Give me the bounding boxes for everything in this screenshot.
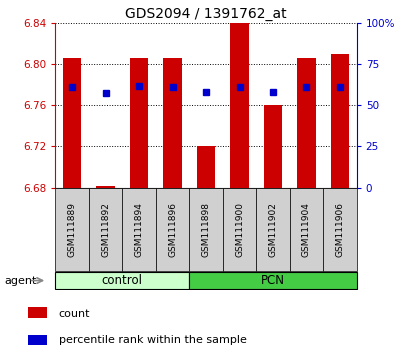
Bar [263, 105, 281, 188]
Text: GSM111889: GSM111889 [67, 202, 76, 257]
Text: GSM111898: GSM111898 [201, 202, 210, 257]
FancyBboxPatch shape [322, 188, 356, 271]
Text: GSM111896: GSM111896 [168, 202, 177, 257]
Text: GSM111902: GSM111902 [268, 202, 277, 257]
Bar [163, 58, 181, 188]
Text: GSM111892: GSM111892 [101, 202, 110, 257]
Bar [196, 147, 215, 188]
FancyBboxPatch shape [122, 188, 155, 271]
FancyBboxPatch shape [222, 188, 256, 271]
Text: PCN: PCN [261, 274, 284, 287]
Text: GSM111904: GSM111904 [301, 202, 310, 257]
Text: count: count [58, 309, 90, 319]
Text: percentile rank within the sample: percentile rank within the sample [58, 335, 246, 345]
Bar [230, 23, 248, 188]
Text: control: control [101, 274, 142, 287]
FancyBboxPatch shape [55, 188, 89, 271]
Text: GSM111906: GSM111906 [335, 202, 344, 257]
Bar [96, 185, 115, 188]
Text: agent: agent [4, 275, 36, 286]
Text: GSM111894: GSM111894 [134, 202, 143, 257]
Bar [63, 58, 81, 188]
FancyBboxPatch shape [189, 272, 356, 289]
Bar [330, 54, 348, 188]
Title: GDS2094 / 1391762_at: GDS2094 / 1391762_at [125, 7, 286, 21]
Bar [130, 58, 148, 188]
FancyBboxPatch shape [189, 188, 222, 271]
FancyBboxPatch shape [155, 188, 189, 271]
Bar [28, 307, 47, 318]
Bar [28, 335, 47, 345]
FancyBboxPatch shape [55, 272, 189, 289]
FancyBboxPatch shape [289, 188, 322, 271]
Bar [297, 58, 315, 188]
FancyBboxPatch shape [89, 188, 122, 271]
Text: GSM111900: GSM111900 [234, 202, 243, 257]
FancyBboxPatch shape [256, 188, 289, 271]
